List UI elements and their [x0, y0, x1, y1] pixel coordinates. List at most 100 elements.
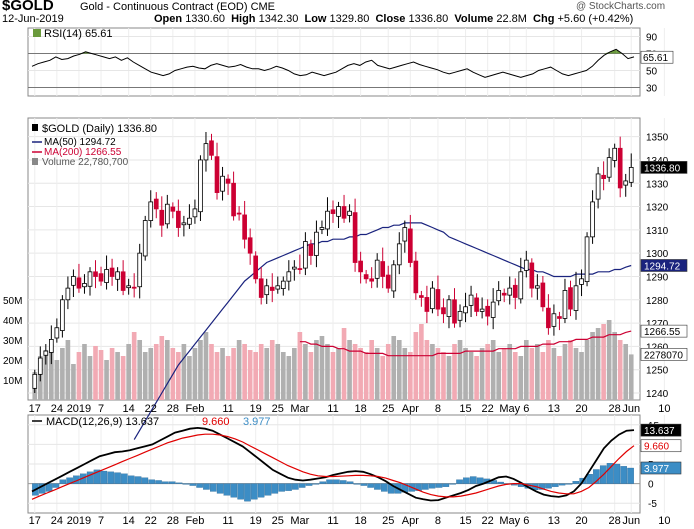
price-x-tick-label: 10: [658, 403, 670, 415]
price-tick-label: 1240: [646, 389, 669, 400]
macd-legend: MACD(12,26,9) 13.637 9.660 3.977: [32, 416, 271, 428]
volume-bar: [253, 352, 258, 400]
ma50-line: [133, 222, 632, 440]
volume-bar: [303, 344, 308, 400]
volume-bar: [269, 340, 275, 400]
candle-body: [407, 228, 413, 263]
macd-histogram-bar: [490, 480, 498, 484]
macd-histogram-bar: [175, 482, 183, 484]
candle-body: [435, 289, 441, 310]
macd-histogram-bar: [586, 474, 593, 484]
volume-bar: [446, 356, 452, 400]
volume-bar: [617, 340, 623, 400]
candle-body: [32, 373, 38, 389]
candle-body: [391, 264, 397, 292]
macd-histogram-bar: [538, 483, 545, 490]
macd-x-tick-label: 8: [435, 515, 441, 527]
price-tick-label: 1260: [646, 342, 669, 353]
volume-bar: [93, 346, 98, 400]
macd-histogram-bar: [422, 483, 429, 490]
last-close-label: 1336.80: [644, 163, 681, 174]
candle-body: [479, 308, 485, 312]
candle-body: [396, 243, 402, 266]
macd-histogram-bar: [360, 483, 368, 486]
macd-histogram-bar: [381, 483, 388, 492]
candle-body: [159, 209, 165, 226]
macd-x-tick-label: 6: [523, 515, 529, 527]
candle-body: [380, 261, 386, 277]
macd-histogram-bar: [305, 483, 313, 486]
candle-body: [137, 252, 143, 288]
macd-histogram-bar: [552, 483, 559, 487]
macd-histogram-bar: [593, 469, 600, 484]
volume-bar: [512, 352, 518, 400]
volume-bar: [203, 332, 209, 400]
volume-bar: [220, 348, 225, 400]
macd-histogram-bar: [251, 483, 258, 500]
macd-x-tick-label: 17: [29, 515, 41, 527]
rsi-tick-label: 30: [646, 84, 658, 95]
macd-histogram-bar: [203, 483, 210, 490]
candle-body: [187, 217, 192, 225]
candle-body: [501, 292, 507, 296]
candle-body: [71, 276, 76, 286]
candle-body: [330, 209, 336, 214]
candle-body: [269, 286, 275, 291]
macd-histogram-bar: [449, 483, 456, 485]
volume-bar: [435, 348, 441, 400]
ma200-legend: MA(200) 1266.55: [44, 147, 122, 158]
price-x-tick-label: 22: [145, 403, 157, 415]
volume-bar: [562, 344, 568, 400]
candle-body: [314, 231, 319, 256]
price-tick-label: 1330: [646, 179, 669, 190]
volume-bar: [341, 328, 347, 400]
macd-histogram-bar: [463, 477, 470, 484]
candle-body: [601, 174, 606, 179]
rsi-tick-label: 90: [646, 33, 658, 44]
price-tick-label: 1310: [646, 226, 669, 237]
volume-bar: [573, 348, 579, 400]
price-x-tick-label: 22: [482, 403, 494, 415]
candle-body: [247, 237, 253, 254]
macd-histogram-bar: [230, 483, 238, 498]
volume-bar: [153, 344, 159, 400]
candle-body: [65, 287, 71, 301]
candle-body: [176, 210, 181, 228]
candle-body: [303, 241, 308, 269]
volume-bar: [159, 336, 165, 400]
macd-legend-text: MACD(12,26,9) 13.637: [46, 416, 159, 428]
price-x-tick-label: 17: [29, 403, 41, 415]
volume-bar: [336, 348, 341, 400]
macd-x-tick-label: 25: [382, 515, 394, 527]
candle-body: [292, 266, 297, 270]
candle-body: [82, 283, 87, 288]
signal-legend-text: 9.660: [202, 416, 230, 428]
volume-bar: [71, 364, 76, 400]
macd-histogram-bar: [353, 483, 361, 485]
candle-body: [87, 271, 93, 287]
volume-bar: [557, 356, 562, 400]
candle-body: [341, 206, 347, 219]
macd-histogram-bar: [333, 479, 340, 484]
price-tick-label: 1280: [646, 296, 669, 307]
volume-bar: [380, 356, 386, 400]
macd-x-tick-label: 2019: [67, 515, 91, 527]
chart-symbol: $GOLD: [2, 0, 54, 14]
candle-body: [264, 285, 270, 296]
candle-body: [385, 274, 391, 289]
candle-body: [43, 350, 49, 356]
macd-histogram-bar: [237, 483, 244, 500]
rsi-legend-text: RSI(14) 65.61: [44, 28, 112, 40]
candle-body: [457, 311, 463, 321]
candle-body: [98, 273, 104, 282]
volume-bar: [551, 348, 557, 400]
volume-tick-label: 20M: [3, 356, 22, 367]
candle-body: [512, 284, 518, 298]
candle-body: [225, 178, 231, 184]
macd-x-tick-label: 20: [575, 515, 587, 527]
candle-body: [308, 243, 314, 256]
macd-histogram-bar: [257, 483, 265, 498]
volume-bar: [546, 340, 551, 400]
macd-x-tick-label: 10: [658, 515, 670, 527]
volume-bar: [468, 352, 474, 400]
